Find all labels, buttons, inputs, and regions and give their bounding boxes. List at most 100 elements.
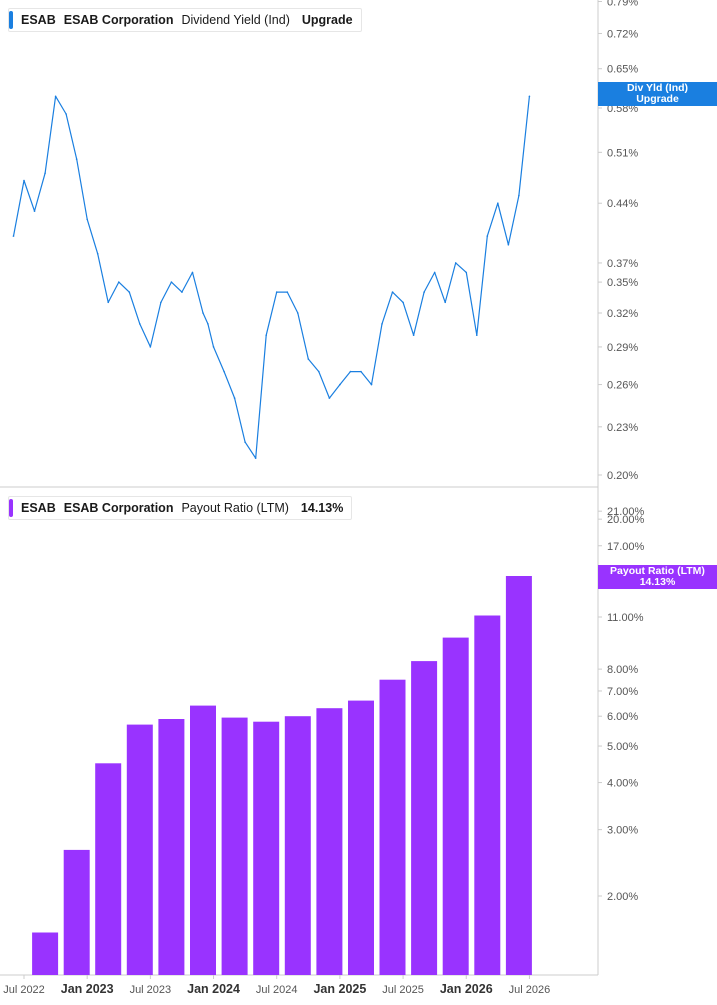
- yield-data-point: [44, 172, 46, 175]
- payout-bar: [505, 576, 532, 975]
- yield-data-point: [23, 179, 25, 182]
- yield-data-point: [423, 291, 425, 293]
- top-legend-ticker: ESAB: [21, 13, 56, 27]
- yield-flag-label: Div Yld (Ind): [626, 82, 689, 94]
- y-tick-label: 0.20%: [607, 470, 638, 482]
- payout-bar: [474, 615, 501, 975]
- yield-data-point: [412, 334, 415, 337]
- top-legend-company: ESAB Corporation: [63, 13, 174, 27]
- yield-data-point: [328, 397, 331, 399]
- payout-bar: [190, 705, 216, 975]
- payout-bar: [442, 637, 469, 975]
- yield-data-point: [318, 370, 320, 373]
- payout-bar: [158, 719, 185, 975]
- payout-bar: [411, 661, 438, 975]
- y-tick-label: 17.00%: [607, 541, 645, 553]
- yield-data-point: [391, 291, 394, 293]
- yield-data-point: [528, 95, 531, 98]
- yield-data-point: [507, 244, 510, 246]
- payout-value-flag: Payout Ratio (LTM) 14.13%: [598, 565, 717, 589]
- yield-data-point: [86, 218, 88, 221]
- x-tick-label: Jul 2022: [3, 984, 45, 996]
- yield-data-point: [381, 323, 383, 325]
- y-tick-label: 2.00%: [607, 891, 638, 903]
- top-legend[interactable]: ESAB ESAB Corporation Dividend Yield (In…: [8, 8, 362, 32]
- bottom-legend[interactable]: ESAB ESAB Corporation Payout Ratio (LTM)…: [8, 496, 353, 520]
- y-tick-label: 21.00%: [607, 506, 645, 518]
- payout-bar: [221, 717, 248, 975]
- payout-bar: [126, 724, 153, 975]
- y-tick-label: 20.00%: [607, 514, 645, 526]
- bottom-legend-metric: Payout Ratio (LTM): [181, 501, 289, 515]
- payout-bar: [316, 708, 343, 975]
- yield-data-point: [518, 194, 520, 197]
- x-tick-label: Jul 2024: [256, 984, 298, 996]
- y-tick-label: 6.00%: [607, 711, 638, 723]
- yield-data-point: [465, 271, 468, 274]
- x-tick-label: Jan 2026: [440, 982, 493, 996]
- yield-data-point: [402, 301, 404, 304]
- yield-data-point: [454, 262, 457, 264]
- y-tick-label: 0.79%: [607, 0, 638, 8]
- yield-data-point: [349, 370, 352, 373]
- payout-bar: [32, 932, 59, 975]
- yield-data-point: [149, 346, 152, 348]
- y-tick-label: 0.72%: [607, 28, 638, 40]
- yield-data-point: [96, 252, 99, 255]
- y-tick-label: 0.37%: [607, 258, 638, 270]
- yield-data-point: [160, 301, 162, 304]
- y-tick-label: 0.32%: [607, 308, 638, 320]
- yield-data-point: [207, 323, 209, 325]
- payout-flag-value: 14.13%: [639, 576, 676, 588]
- y-tick-label: 0.35%: [607, 277, 638, 289]
- payout-bar: [379, 679, 406, 975]
- yield-data-point: [223, 370, 225, 373]
- y-tick-label: 5.00%: [607, 741, 638, 753]
- y-tick-label: 0.65%: [607, 64, 638, 76]
- yield-data-point: [233, 397, 236, 399]
- payout-swatch: [9, 499, 13, 517]
- y-tick-label: 0.26%: [607, 380, 638, 392]
- bottom-legend-company: ESAB Corporation: [63, 501, 174, 515]
- top-legend-upgrade-link[interactable]: Upgrade: [301, 13, 353, 27]
- yield-data-point: [139, 323, 141, 325]
- yield-data-point: [296, 312, 299, 314]
- yield-data-point: [107, 301, 110, 304]
- y-tick-label: 7.00%: [607, 686, 638, 698]
- yield-data-point: [265, 334, 267, 337]
- payout-flag-label: Payout Ratio (LTM): [610, 565, 705, 577]
- payout-bar: [63, 849, 90, 975]
- payout-bar: [348, 700, 374, 975]
- yield-data-point: [181, 291, 183, 293]
- yield-data-point: [307, 358, 310, 360]
- x-tick-label: Jul 2026: [509, 984, 551, 996]
- yield-data-point: [254, 457, 257, 459]
- yield-swatch: [9, 11, 13, 29]
- y-tick-label: 0.58%: [607, 103, 638, 115]
- bottom-legend-value: 14.13%: [300, 501, 344, 515]
- y-tick-label: 0.44%: [607, 198, 638, 210]
- y-tick-label: 0.51%: [607, 147, 638, 159]
- yield-data-point: [339, 383, 341, 386]
- yield-data-point: [202, 312, 204, 314]
- yield-data-point: [475, 334, 478, 337]
- y-tick-label: 11.00%: [607, 612, 644, 624]
- payout-bar: [95, 763, 122, 975]
- yield-flag-value: Upgrade: [636, 93, 679, 105]
- yield-data-point: [370, 383, 373, 386]
- payout-bar: [284, 716, 311, 975]
- x-tick-label: Jan 2024: [187, 982, 240, 996]
- yield-data-point: [33, 210, 36, 212]
- yield-data-point: [286, 291, 289, 293]
- yield-data-point: [497, 202, 499, 205]
- x-tick-label: Jan 2025: [313, 982, 366, 996]
- yield-series-line: [12, 95, 530, 459]
- bottom-legend-ticker: ESAB: [21, 501, 56, 515]
- x-tick-label: Jul 2025: [382, 984, 424, 996]
- yield-data-point: [54, 95, 57, 98]
- top-legend-metric: Dividend Yield (Ind): [181, 13, 290, 27]
- yield-data-point: [191, 271, 194, 274]
- yield-data-point: [117, 281, 120, 283]
- y-tick-label: 3.00%: [607, 825, 638, 837]
